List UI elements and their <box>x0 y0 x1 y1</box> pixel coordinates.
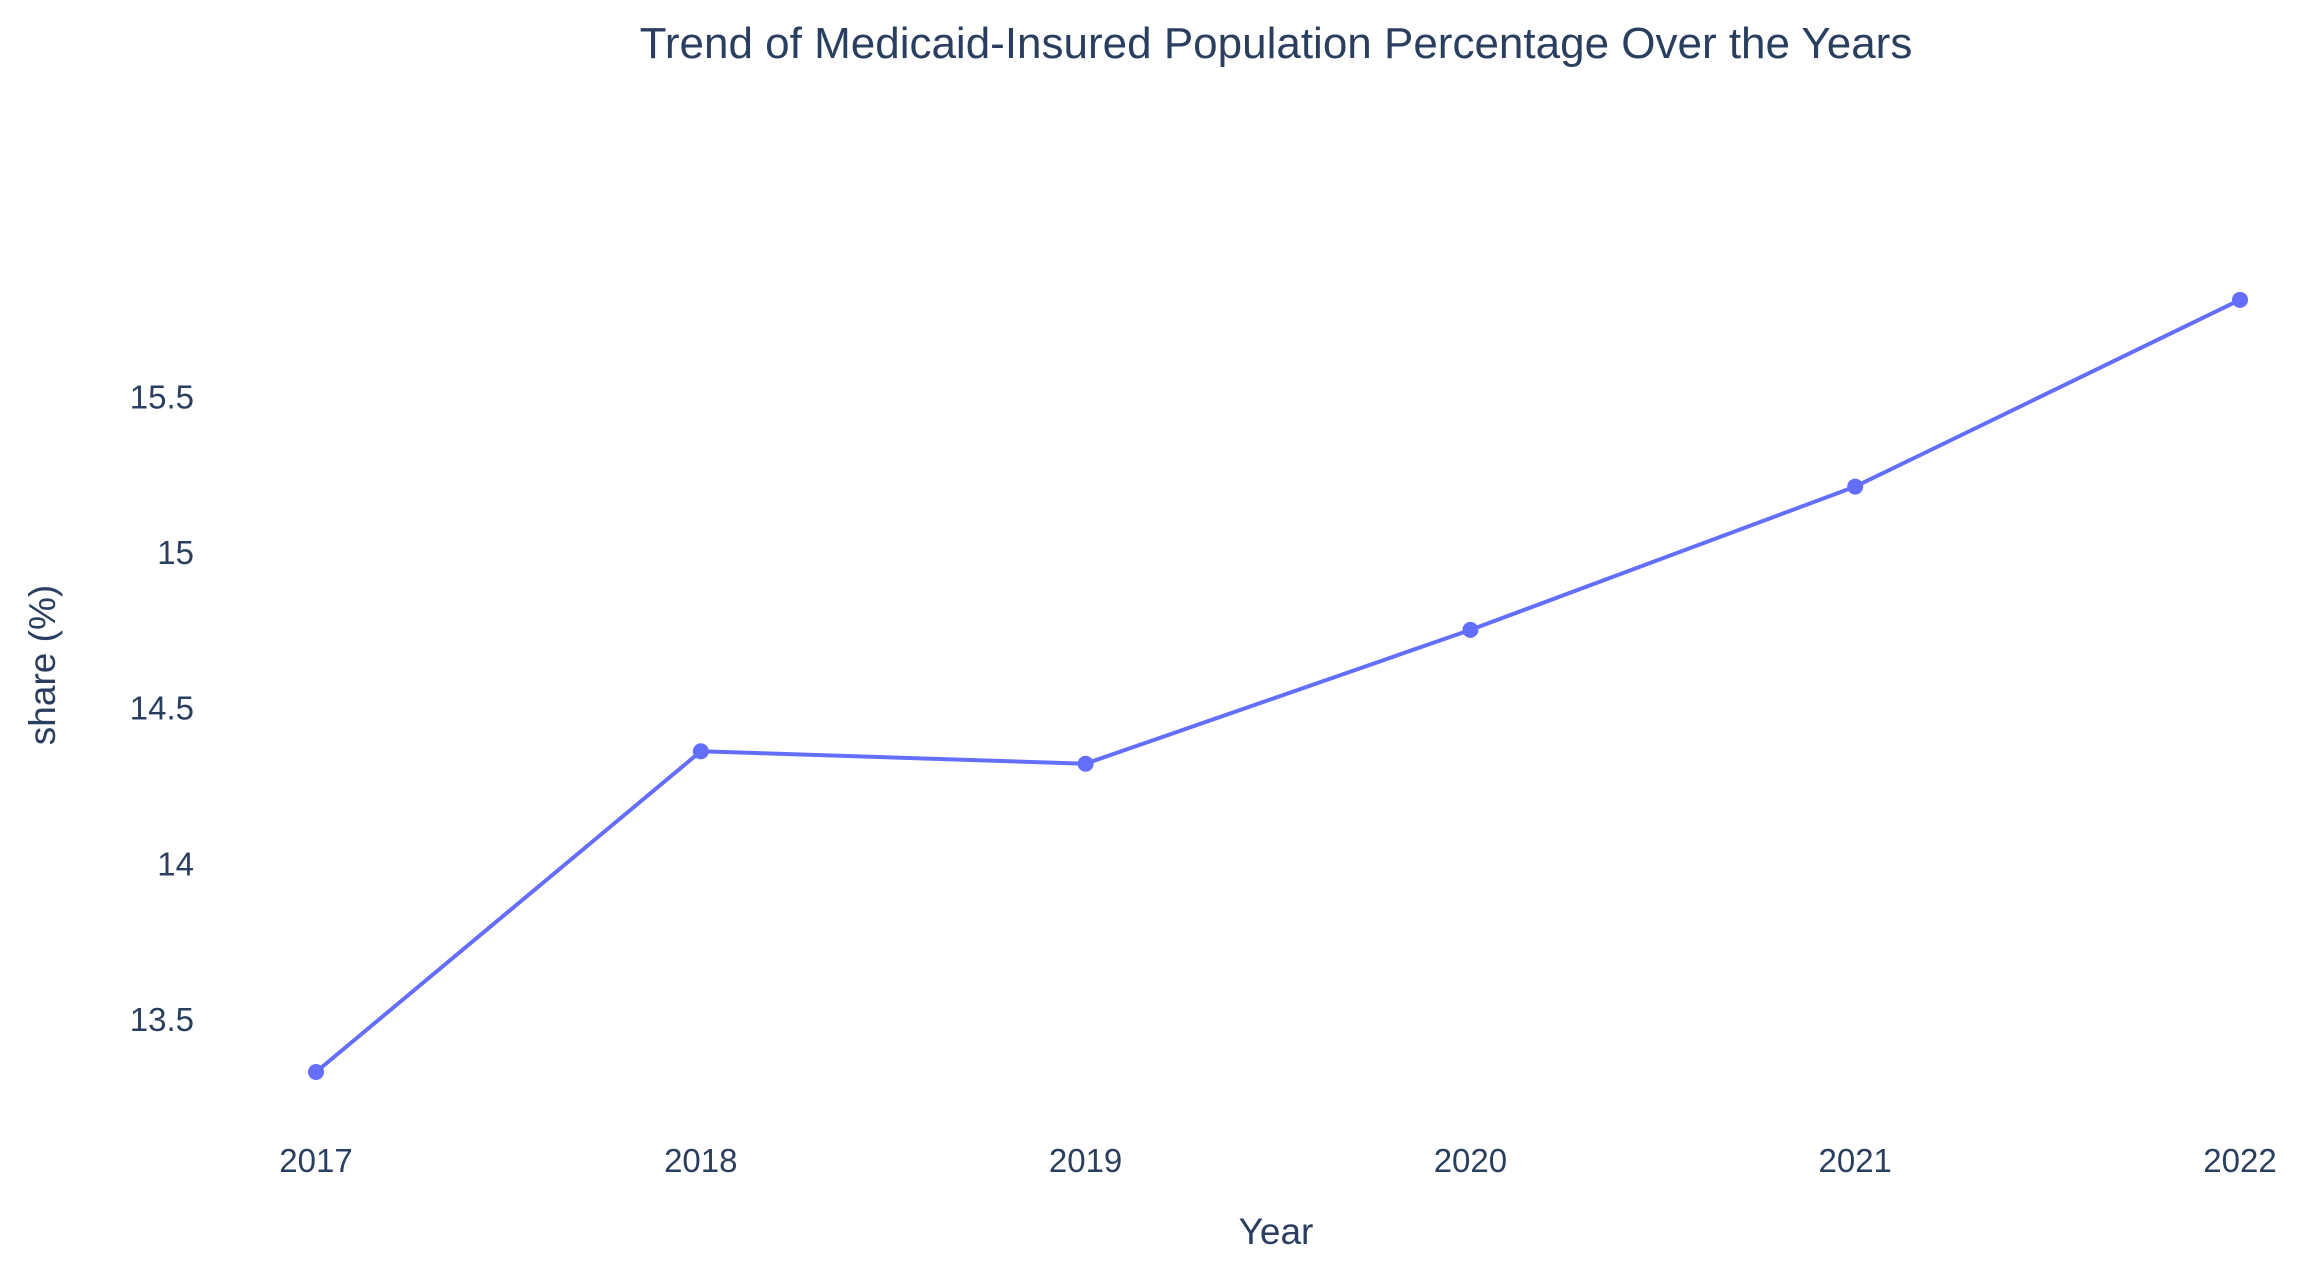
data-point[interactable] <box>1077 755 1094 772</box>
data-point[interactable] <box>692 743 709 760</box>
x-tick-label: 2021 <box>1818 1142 1891 1179</box>
chart-title: Trend of Medicaid-Insured Population Per… <box>640 19 1913 68</box>
y-tick-label: 15.5 <box>130 378 194 415</box>
data-point[interactable] <box>1847 478 1864 495</box>
series-line <box>314 298 2241 1074</box>
x-tick-label: 2017 <box>279 1142 352 1179</box>
y-axis-ticks: 13.5 14 14.5 15 15.5 <box>130 378 194 1038</box>
y-tick-label: 13.5 <box>130 1001 194 1038</box>
data-point[interactable] <box>1462 621 1479 638</box>
x-axis-title: Year <box>1239 1211 1314 1252</box>
x-tick-label: 2022 <box>2203 1142 2276 1179</box>
x-tick-label: 2019 <box>1049 1142 1122 1179</box>
y-axis-title: share (%) <box>22 585 63 745</box>
series-group <box>308 291 2248 1080</box>
data-point[interactable] <box>2232 291 2248 308</box>
data-point[interactable] <box>308 1063 324 1080</box>
x-axis-ticks: 2017 2018 2019 2020 2021 2022 <box>279 1142 2276 1179</box>
y-tick-label: 14.5 <box>130 690 194 727</box>
y-tick-label: 15 <box>157 534 194 571</box>
y-tick-label: 14 <box>157 845 194 882</box>
x-tick-label: 2018 <box>664 1142 737 1179</box>
x-tick-label: 2020 <box>1434 1142 1507 1179</box>
